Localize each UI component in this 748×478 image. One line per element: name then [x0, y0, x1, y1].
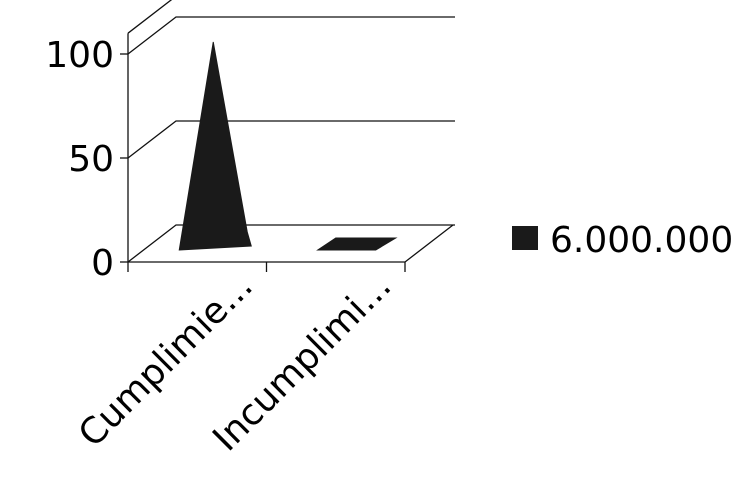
gridline-0	[127, 224, 455, 263]
pyramid-bar-0	[178, 41, 252, 251]
pyramid-body-0	[178, 41, 252, 251]
legend: 6.000.000	[512, 220, 733, 261]
floor-edge	[128, 224, 454, 263]
y-tick-label-50: 50	[68, 139, 114, 180]
x-axis-categories: Cumplimie... Incumplimi...	[71, 265, 399, 459]
y-tick-label-0: 0	[91, 243, 114, 284]
y-axis-ticks: 0 50 100	[45, 35, 114, 284]
legend-swatch	[512, 226, 538, 250]
gridline-1	[127, 120, 455, 159]
legend-label: 6.000.000	[550, 220, 733, 261]
y-tick-label-100: 100	[45, 35, 114, 76]
gridline-3	[127, 0, 173, 34]
pyramid-bars	[178, 41, 398, 251]
pyramid-bar-1	[316, 237, 398, 251]
gridlines	[127, 0, 455, 263]
gridline-2	[127, 16, 455, 55]
pyramid-body-1	[316, 237, 398, 251]
chart-walls	[120, 33, 454, 272]
